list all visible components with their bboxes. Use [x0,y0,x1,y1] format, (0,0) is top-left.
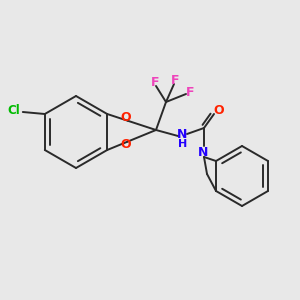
Text: O: O [120,111,131,124]
Text: H: H [178,139,188,149]
Text: Cl: Cl [8,104,20,118]
Text: F: F [186,86,194,100]
Text: N: N [198,146,208,158]
Text: O: O [214,104,224,118]
Text: F: F [151,76,159,89]
Text: O: O [120,138,131,151]
Text: N: N [177,128,187,142]
Text: F: F [171,74,179,88]
